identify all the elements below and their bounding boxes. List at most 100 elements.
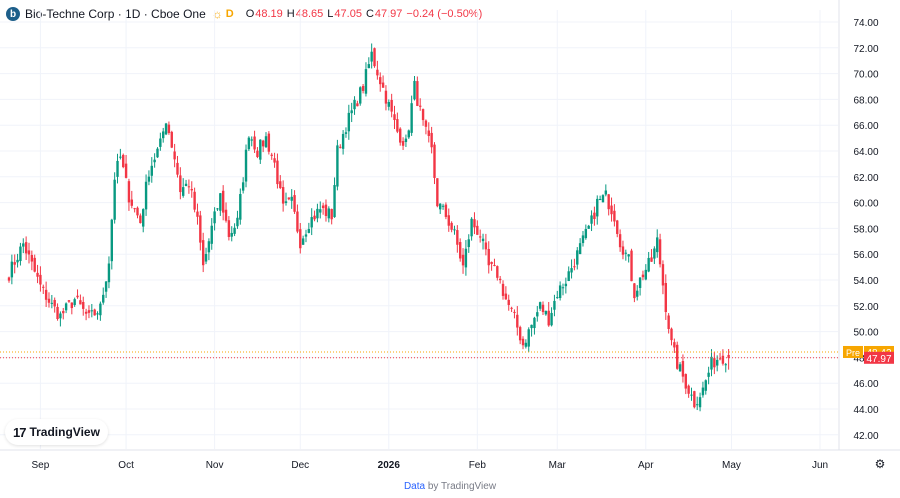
candle-body bbox=[436, 178, 439, 207]
candle-body bbox=[658, 239, 662, 265]
candle-body bbox=[413, 80, 416, 100]
candle-body bbox=[681, 361, 685, 377]
candle-body bbox=[596, 198, 599, 217]
pre-tag-label: Pre bbox=[846, 348, 860, 358]
x-tick-label: 2026 bbox=[378, 460, 401, 471]
candle-body bbox=[319, 209, 322, 213]
candle-body bbox=[76, 295, 79, 298]
tradingview-logo-text: TradingView bbox=[29, 425, 100, 439]
candle-body bbox=[724, 364, 727, 366]
candle-body bbox=[467, 239, 470, 248]
candle-body bbox=[664, 283, 667, 313]
candle-body bbox=[387, 102, 390, 107]
candle-body bbox=[259, 139, 262, 160]
candle-body bbox=[196, 211, 199, 217]
candle-body bbox=[636, 290, 639, 297]
candle-body bbox=[159, 138, 162, 147]
candle-body bbox=[616, 220, 619, 234]
candle-body bbox=[179, 175, 182, 193]
candle-body bbox=[690, 394, 693, 396]
candle-body bbox=[484, 242, 488, 250]
candle-body bbox=[439, 203, 442, 210]
candle-body bbox=[713, 358, 716, 368]
candle-body bbox=[296, 211, 299, 232]
candle-body bbox=[710, 356, 713, 370]
candle-body bbox=[270, 154, 273, 156]
candle-body bbox=[316, 208, 319, 219]
candle-body bbox=[147, 176, 151, 182]
candle-body bbox=[244, 149, 248, 182]
candle-body bbox=[410, 103, 413, 133]
candle-body bbox=[239, 194, 242, 220]
candle-body bbox=[598, 199, 602, 201]
candle-body bbox=[327, 208, 331, 219]
candle-body bbox=[498, 278, 502, 281]
candle-body bbox=[216, 208, 219, 210]
candle-body bbox=[236, 217, 239, 227]
y-tick-label: 62.00 bbox=[853, 173, 878, 184]
y-tick-label: 44.00 bbox=[853, 405, 878, 416]
candle-body bbox=[601, 195, 605, 203]
candle-body bbox=[584, 229, 588, 239]
candle-body bbox=[261, 140, 265, 147]
candle-body bbox=[381, 82, 385, 88]
candle-body bbox=[201, 240, 205, 266]
candle-body bbox=[79, 300, 82, 305]
candle-body bbox=[701, 387, 705, 396]
candle-body bbox=[227, 220, 231, 237]
data-link[interactable]: Data bbox=[403, 481, 426, 492]
candle-body bbox=[364, 69, 368, 94]
candle-body bbox=[102, 294, 105, 303]
candle-body bbox=[399, 128, 402, 143]
candle-body bbox=[281, 187, 285, 204]
candle-body bbox=[441, 205, 445, 207]
candle-body bbox=[139, 215, 142, 224]
candle-body bbox=[510, 307, 513, 309]
last-price-label: 47.97 bbox=[866, 354, 891, 365]
candle-body bbox=[641, 274, 645, 278]
tradingview-logo[interactable]: 17 TradingView bbox=[5, 419, 108, 445]
candle-body bbox=[219, 193, 222, 211]
candle-body bbox=[453, 229, 456, 231]
session-badge: D bbox=[225, 8, 234, 20]
candle-body bbox=[301, 238, 305, 245]
candle-body bbox=[24, 242, 28, 254]
candle-body bbox=[164, 123, 168, 135]
candle-body bbox=[698, 397, 702, 408]
candle-body bbox=[59, 313, 62, 319]
gear-icon[interactable]: ⚙ bbox=[874, 457, 886, 471]
candle-body bbox=[27, 250, 31, 255]
candle-body bbox=[199, 215, 202, 243]
candle-body bbox=[696, 404, 699, 406]
candle-body bbox=[90, 310, 94, 312]
candle-body bbox=[650, 257, 653, 262]
candle-body bbox=[353, 99, 356, 110]
candle-body bbox=[290, 196, 293, 201]
candle-body bbox=[333, 185, 336, 218]
candle-body bbox=[653, 248, 656, 259]
candle-body bbox=[210, 225, 213, 244]
candle-body bbox=[401, 141, 405, 146]
candle-body bbox=[461, 254, 465, 266]
price-axis[interactable]: 74.00 72.00 70.00 68.00 66.00 64.00 62.00 60.00… bbox=[838, 0, 879, 450]
low-value: 47.05 bbox=[334, 8, 362, 20]
candle-body bbox=[64, 303, 68, 311]
candle-body bbox=[162, 131, 165, 139]
close-key: C bbox=[365, 8, 374, 20]
candle-body bbox=[567, 271, 570, 282]
candle-body bbox=[550, 312, 553, 326]
candle-body bbox=[447, 215, 450, 226]
candle-body bbox=[407, 130, 410, 138]
candle-body bbox=[656, 237, 659, 253]
symbol-title[interactable]: Bio-Techne Corp · 1D · Cboe One bbox=[25, 7, 206, 21]
candle-body bbox=[496, 266, 499, 278]
y-tick-label: 42.00 bbox=[853, 431, 878, 442]
candle-body bbox=[476, 225, 479, 235]
candle-body bbox=[578, 243, 582, 255]
candle-body bbox=[344, 132, 348, 134]
candle-body bbox=[684, 374, 687, 389]
price-chart[interactable]: 74.00 72.00 70.00 68.00 66.00 64.00 62.00 60.00… bbox=[0, 0, 900, 476]
candle-body bbox=[190, 188, 193, 191]
time-axis[interactable]: Sep Oct Nov Dec 2026 Feb Mar Apr May Jun bbox=[0, 449, 900, 471]
sun-icon: ☼ bbox=[211, 7, 223, 21]
